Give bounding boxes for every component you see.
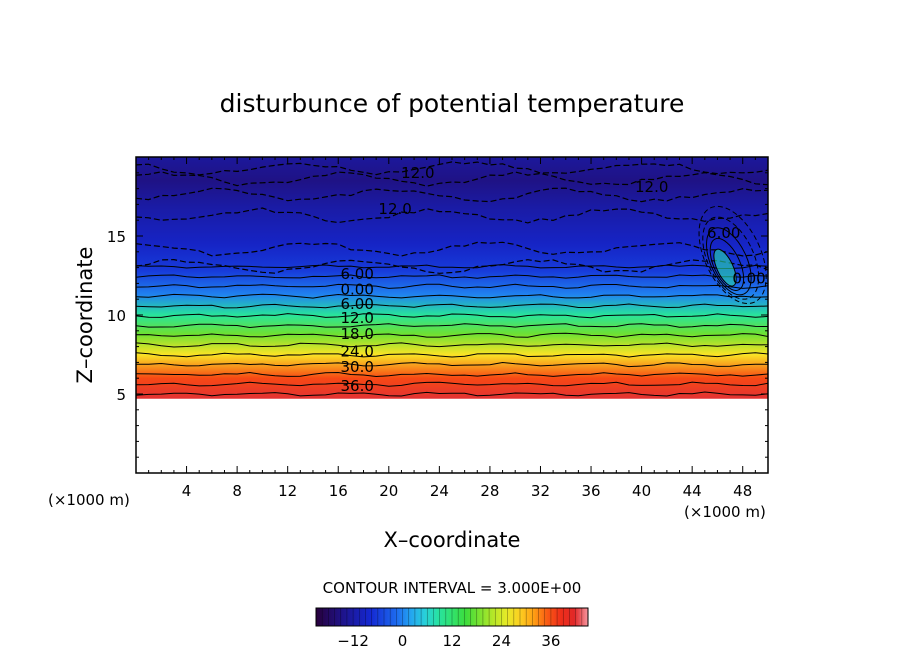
disturbance-contour (702, 216, 760, 300)
x-tick-label: 36 (581, 482, 600, 500)
contour-line (136, 323, 768, 329)
y-axis-label: Z–coordinate (73, 247, 97, 384)
colorbar-tick-label: 0 (398, 632, 408, 650)
contour-line (136, 361, 768, 368)
y-tick-label: 5 (116, 386, 126, 404)
colorbar-tick-label: 12 (442, 632, 461, 650)
chart-title: disturbunce of potential temperature (220, 89, 685, 118)
contour-label: 0.00 (732, 270, 765, 288)
contour-line (136, 303, 768, 309)
y-axis-ticks: 5 10 15 (107, 172, 768, 458)
contour-line (136, 371, 768, 378)
disturbance-contour (713, 248, 737, 287)
contour-line (136, 342, 768, 348)
contour-line (136, 332, 768, 338)
contour-label: 36.0 (340, 377, 373, 395)
contour-label: 12.0 (378, 200, 411, 218)
contour-line-negative (136, 241, 768, 257)
contour-interval-note: CONTOUR INTERVAL = 3.000E+00 (323, 579, 582, 597)
y-tick-label: 10 (107, 307, 126, 325)
contour-line (136, 381, 768, 387)
disturbance-contour (698, 205, 767, 305)
contour-line (136, 274, 768, 279)
contour-label: 12.0 (340, 309, 373, 327)
x-tick-label: 24 (430, 482, 449, 500)
x-tick-label: 40 (632, 482, 651, 500)
x-tick-label: 8 (232, 482, 242, 500)
x-unit-right: (×1000 m) (684, 503, 766, 521)
contour-label: 0.00 (340, 281, 373, 299)
colorbar-gradient (316, 608, 588, 626)
contour-label: 6.00 (340, 295, 373, 313)
contour-line (136, 352, 768, 358)
contour-line (136, 283, 768, 289)
y-tick-label: 15 (107, 228, 126, 246)
colorbar-tick-label: 36 (541, 632, 560, 650)
x-unit-left: (×1000 m) (48, 491, 130, 509)
contour-line-negative (136, 258, 768, 274)
contour-line-negative (136, 187, 768, 203)
contour-line-negative (136, 171, 768, 187)
disturbance-contour (706, 227, 752, 296)
x-tick-label: 48 (733, 482, 752, 500)
contour-label: 12.0 (635, 178, 668, 196)
x-tick-label: 32 (531, 482, 550, 500)
x-tick-label: 44 (683, 482, 702, 500)
contour-label: 6.00 (707, 224, 740, 242)
contour-label: 24.0 (340, 342, 373, 360)
contour-line (136, 313, 768, 319)
contour-label: 18.0 (340, 325, 373, 343)
contour-line-negative (136, 161, 768, 176)
contour-line (136, 391, 768, 397)
x-tick-label: 20 (379, 482, 398, 500)
x-tick-label: 12 (278, 482, 297, 500)
contour-labels: 6.000.006.0012.018.024.030.036.012.012.0… (340, 164, 765, 395)
x-axis-label: X–coordinate (384, 528, 521, 552)
contour-line (136, 293, 768, 299)
contour-label: 6.00 (340, 265, 373, 283)
colorbar-cells (321, 608, 583, 626)
plot-area: 6.000.006.0012.018.024.030.036.012.012.0… (135, 156, 769, 474)
x-tick-label: 16 (329, 482, 348, 500)
x-tick-label: 28 (480, 482, 499, 500)
contour-label: 12.0 (401, 164, 434, 182)
colorbar: −12 0 12 24 36 (315, 607, 589, 650)
disturbance-contour (709, 237, 745, 291)
colorbar-ticks: −12 0 12 24 36 (337, 632, 560, 650)
contour-label: 30.0 (340, 358, 373, 376)
x-tick-label: 4 (182, 482, 192, 500)
colorbar-frame (315, 607, 589, 627)
contour-lines (136, 161, 768, 397)
x-axis-ticks: 4 8 12 16 20 24 28 32 36 40 44 48 (148, 157, 756, 500)
colorbar-tick-label: −12 (337, 632, 369, 650)
colorbar-tick-label: 24 (492, 632, 511, 650)
